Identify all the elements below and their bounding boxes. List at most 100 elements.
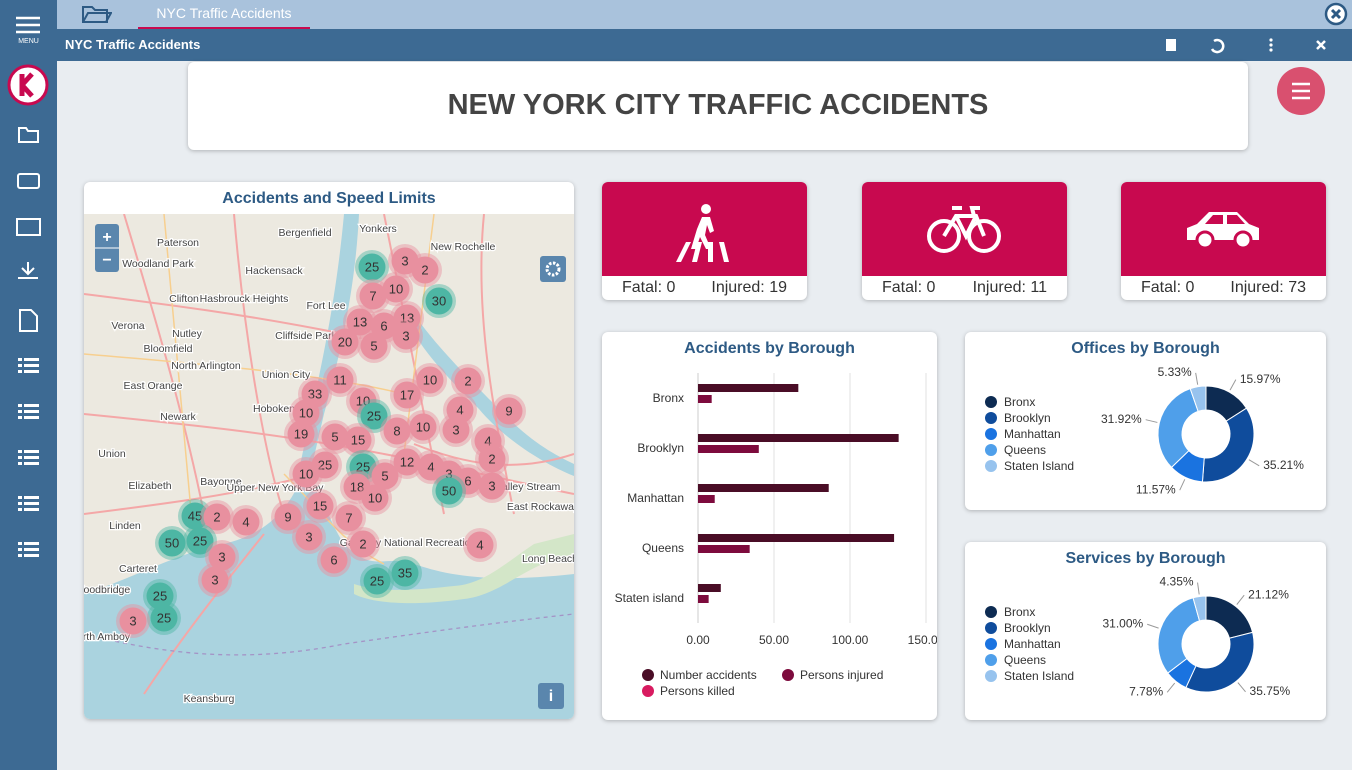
cluster[interactable] bbox=[346, 308, 374, 336]
legend-label[interactable]: Staten Island bbox=[1004, 459, 1074, 473]
cluster[interactable] bbox=[363, 567, 391, 595]
list-icons[interactable] bbox=[18, 358, 39, 557]
legend-label[interactable]: Manhattan bbox=[1004, 637, 1061, 651]
more-button[interactable] bbox=[1269, 38, 1273, 52]
cluster[interactable] bbox=[391, 559, 419, 587]
legend-swatch bbox=[642, 669, 654, 681]
cluster[interactable] bbox=[466, 531, 494, 559]
data-label: 31.92% bbox=[1101, 412, 1142, 426]
map[interactable]: Yonkers Paterson Bergenfield New Rochelle Wo… bbox=[84, 214, 574, 719]
legend-swatch bbox=[985, 638, 997, 650]
car-icon bbox=[1187, 212, 1259, 250]
sidebar bbox=[0, 0, 57, 770]
legend-label[interactable]: Persons killed bbox=[660, 684, 735, 698]
cluster[interactable] bbox=[287, 420, 315, 448]
close-button[interactable] bbox=[1316, 40, 1326, 50]
cluster[interactable] bbox=[454, 367, 482, 395]
cluster[interactable] bbox=[383, 417, 411, 445]
cluster[interactable] bbox=[360, 402, 388, 430]
cluster[interactable] bbox=[478, 445, 506, 473]
legend-label[interactable]: Brooklyn bbox=[1004, 621, 1051, 635]
cluster[interactable] bbox=[320, 546, 348, 574]
cluster[interactable] bbox=[150, 604, 178, 632]
legend-label[interactable]: Staten Island bbox=[1004, 669, 1074, 683]
cluster[interactable] bbox=[370, 312, 398, 340]
refresh-button[interactable] bbox=[1210, 38, 1225, 54]
cluster[interactable] bbox=[495, 397, 523, 425]
cluster[interactable] bbox=[358, 253, 386, 281]
document-icon[interactable] bbox=[19, 309, 38, 332]
fatal-text: Fatal: 0 bbox=[1141, 279, 1194, 297]
cluster[interactable] bbox=[349, 530, 377, 558]
tab[interactable]: NYC Traffic Accidents bbox=[138, 0, 310, 29]
menu-button[interactable] bbox=[16, 16, 40, 34]
briefcase-icon[interactable] bbox=[17, 173, 40, 189]
cluster[interactable] bbox=[393, 448, 421, 476]
legend-label[interactable]: Number accidents bbox=[660, 668, 757, 682]
legend-label[interactable]: Manhattan bbox=[1004, 427, 1061, 441]
injured-text: Injured: 11 bbox=[973, 279, 1047, 297]
legend-swatch bbox=[985, 654, 997, 666]
settings-button[interactable] bbox=[540, 256, 566, 282]
cluster[interactable] bbox=[393, 381, 421, 409]
cluster[interactable] bbox=[478, 472, 506, 500]
cluster[interactable] bbox=[331, 328, 359, 356]
cluster[interactable] bbox=[208, 543, 236, 571]
book-button[interactable] bbox=[1166, 39, 1176, 51]
cluster[interactable] bbox=[203, 503, 231, 531]
cluster[interactable] bbox=[382, 275, 410, 303]
cluster[interactable] bbox=[321, 423, 349, 451]
legend-label[interactable]: Brooklyn bbox=[1004, 411, 1051, 425]
cluster[interactable] bbox=[119, 607, 147, 635]
cluster-count: 8 bbox=[393, 423, 400, 438]
legend-label[interactable]: Persons injured bbox=[800, 668, 883, 682]
bar bbox=[698, 545, 750, 553]
cluster-count: 10 bbox=[368, 490, 382, 505]
cluster[interactable] bbox=[442, 416, 470, 444]
cluster[interactable] bbox=[446, 396, 474, 424]
cluster[interactable] bbox=[158, 529, 186, 557]
info-button[interactable] bbox=[538, 683, 564, 709]
cluster[interactable] bbox=[361, 484, 389, 512]
cluster[interactable] bbox=[409, 413, 437, 441]
download-icon[interactable] bbox=[18, 262, 38, 279]
cluster[interactable] bbox=[359, 282, 387, 310]
zoom-in-button[interactable]: + bbox=[102, 229, 111, 246]
cluster[interactable] bbox=[306, 492, 334, 520]
cluster[interactable] bbox=[292, 460, 320, 488]
cluster[interactable] bbox=[292, 399, 320, 427]
cluster[interactable] bbox=[181, 502, 209, 530]
folder-icon[interactable] bbox=[18, 127, 39, 143]
cluster[interactable] bbox=[416, 366, 444, 394]
cluster[interactable] bbox=[146, 582, 174, 610]
cluster[interactable] bbox=[371, 462, 399, 490]
close-app-button[interactable] bbox=[1324, 2, 1348, 26]
open-folder-icon[interactable] bbox=[80, 2, 112, 26]
chart-title: Accidents by Borough bbox=[684, 340, 855, 357]
cluster-count: 30 bbox=[432, 293, 446, 308]
place-label: Union bbox=[98, 448, 126, 460]
news-icon[interactable] bbox=[16, 218, 41, 236]
cluster[interactable] bbox=[295, 523, 323, 551]
cluster[interactable] bbox=[186, 527, 214, 555]
fatal-label: Fatal: bbox=[882, 279, 923, 296]
legend-label[interactable]: Bronx bbox=[1004, 605, 1035, 619]
cluster[interactable] bbox=[344, 426, 372, 454]
zoom-out-button[interactable]: − bbox=[102, 252, 111, 269]
cluster-count: 9 bbox=[284, 509, 291, 524]
cluster[interactable] bbox=[360, 332, 388, 360]
cluster[interactable] bbox=[326, 366, 354, 394]
cluster[interactable] bbox=[201, 566, 229, 594]
legend-label[interactable]: Queens bbox=[1004, 653, 1046, 667]
cluster[interactable] bbox=[411, 256, 439, 284]
legend-label[interactable]: Bronx bbox=[1004, 395, 1035, 409]
cluster[interactable] bbox=[274, 503, 302, 531]
cluster[interactable] bbox=[232, 508, 260, 536]
cluster[interactable] bbox=[425, 287, 453, 315]
cluster[interactable] bbox=[435, 477, 463, 505]
legend-label[interactable]: Queens bbox=[1004, 443, 1046, 457]
fab-menu[interactable] bbox=[1276, 67, 1326, 117]
sidebar-icons bbox=[7, 16, 49, 557]
cluster[interactable] bbox=[392, 322, 420, 350]
cluster[interactable] bbox=[335, 504, 363, 532]
